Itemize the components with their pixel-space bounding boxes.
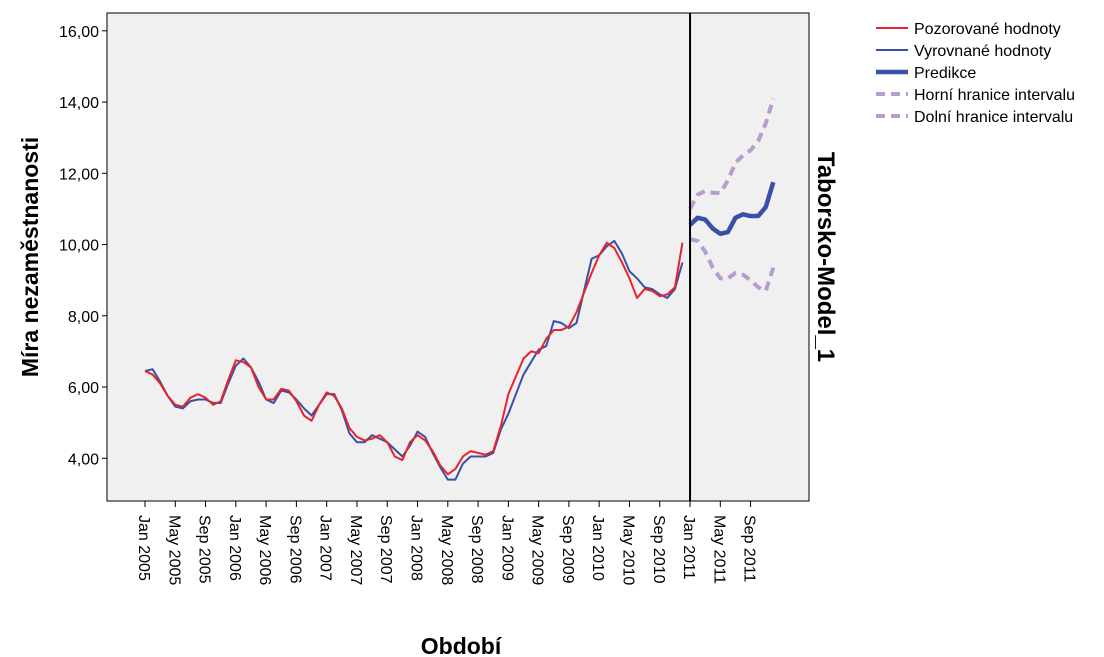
x-tick-label: Sep 2011	[741, 515, 758, 582]
y-tick-label: 14,00	[59, 95, 99, 112]
x-tick-label: Jan 2007	[317, 515, 334, 581]
x-tick-label: Jan 2008	[408, 515, 425, 581]
x-tick-label: Jan 2005	[135, 515, 152, 581]
series-layer	[144, 97, 776, 481]
legend-label: Horní hranice intervalu	[914, 87, 1075, 104]
y-tick-label: 8,00	[68, 309, 99, 326]
x-tick-label: May 2008	[438, 515, 455, 585]
x-tick-label: May 2006	[256, 515, 273, 585]
x-tick-label: Jan 2010	[589, 515, 606, 581]
series-upper-bound	[688, 97, 776, 210]
x-tick-label: May 2009	[529, 515, 546, 585]
legend: Pozorované hodnoty Vyrovnané hodnoty Predi…	[876, 21, 1075, 126]
x-tick-label: Sep 2009	[559, 515, 576, 584]
series-observed	[144, 241, 684, 476]
x-axis: Jan 2005 May 2005 Sep 2005 Jan 2006 May 2006…	[135, 501, 758, 585]
x-tick-label: Sep 2006	[286, 515, 303, 584]
x-tick-label: May 2005	[165, 515, 182, 585]
legend-label: Pozorované hodnoty	[914, 21, 1061, 38]
legend-label: Dolní hranice intervalu	[914, 109, 1073, 126]
x-tick-label: May 2011	[710, 515, 727, 584]
x-tick-label: Jan 2011	[680, 515, 697, 580]
y-tick-label: 6,00	[68, 380, 99, 397]
y-tick-label: 16,00	[59, 24, 99, 41]
legend-label: Vyrovnané hodnoty	[914, 43, 1051, 60]
y-axis-title: Míra nezaměstnanosti	[17, 137, 43, 377]
y-tick-label: 12,00	[59, 166, 99, 183]
panel-label: Taborsko-Model_1	[812, 152, 839, 362]
series-forecast	[688, 181, 776, 237]
x-tick-label: Sep 2008	[468, 515, 485, 584]
x-tick-label: May 2007	[347, 515, 364, 585]
series-lower-bound	[689, 237, 776, 293]
y-tick-label: 10,00	[59, 238, 99, 255]
x-tick-label: Jan 2009	[498, 515, 515, 581]
x-axis-title: Období	[421, 633, 503, 657]
x-tick-label: Sep 2010	[650, 515, 667, 584]
x-tick-label: Sep 2005	[196, 515, 213, 584]
plot-area	[106, 12, 810, 502]
legend-label: Predikce	[914, 65, 976, 82]
x-tick-label: May 2010	[619, 515, 636, 585]
x-tick-label: Jan 2006	[226, 515, 243, 581]
y-tick-label: 4,00	[68, 451, 99, 468]
x-tick-label: Sep 2007	[377, 515, 394, 584]
y-axis: 4,00 6,00 8,00 10,00 12,00 14,00 16,00	[59, 24, 107, 468]
